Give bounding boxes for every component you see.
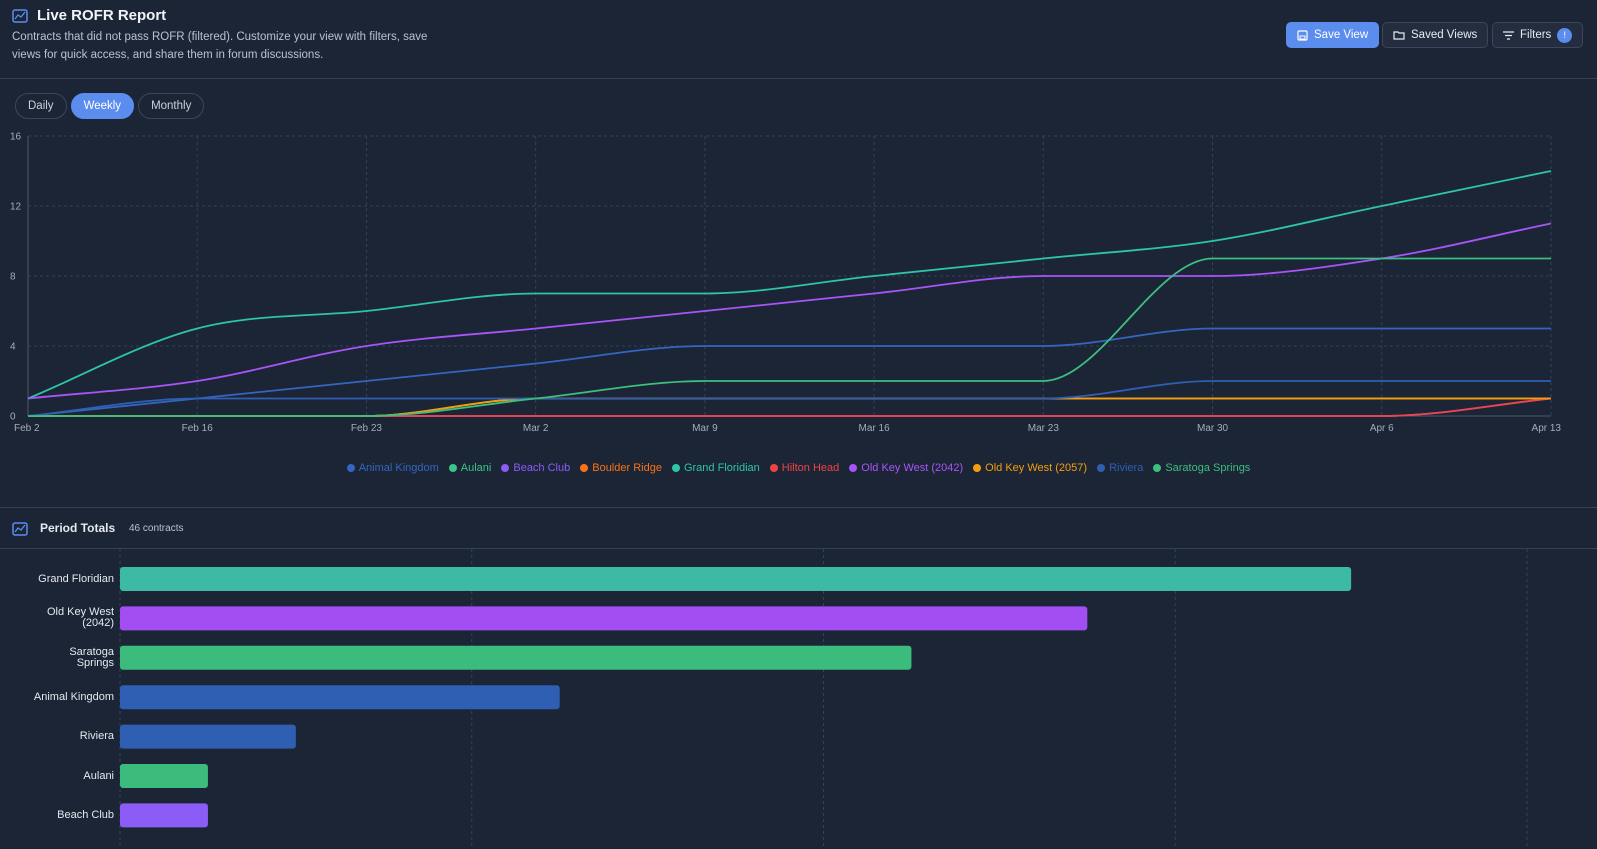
button-label: Saved Views <box>1411 29 1478 41</box>
legend-label: Beach Club <box>513 462 571 474</box>
legend-item: Saratoga Springs <box>1153 462 1250 474</box>
button-label: Filters <box>1520 29 1552 41</box>
legend-item: Boulder Ridge <box>580 462 662 474</box>
legend-dot <box>448 464 457 472</box>
legend-label: Old Key West (2057) <box>985 462 1088 474</box>
legend-dot <box>671 464 680 472</box>
page-title: Live ROFR Report <box>37 7 167 24</box>
totals-icon <box>12 522 28 536</box>
bar-label: Riviera <box>79 730 114 743</box>
legend-label: Saratoga Springs <box>1165 462 1251 474</box>
legend-item: Old Key West (2042) <box>849 462 963 474</box>
series-line <box>27 222 1552 400</box>
bar <box>120 645 912 670</box>
legend-label: Hilton Head <box>781 462 840 474</box>
series-line <box>27 397 1551 417</box>
legend-label: Grand Floridian <box>683 462 760 474</box>
bar <box>120 567 1352 591</box>
legend-dot <box>973 464 982 472</box>
legend-dot <box>1153 464 1162 472</box>
x-tick-label: Mar 16 <box>859 423 891 434</box>
series-line <box>27 380 1551 417</box>
legend-item: Riviera <box>1097 462 1143 474</box>
legend-item: Hilton Head <box>769 462 840 474</box>
x-tick-label: Feb 2 <box>14 423 40 434</box>
page-description: Contracts that did not pass ROFR (filter… <box>12 31 428 61</box>
line-chart: 0 4 8 12 16 Feb 2 Feb 16 Feb 23 Mar 2 Mar 9 Mar 16… <box>10 132 1562 435</box>
series-line <box>27 257 1551 417</box>
report-icon <box>12 9 28 23</box>
series-line <box>27 397 1551 417</box>
legend-label: Aulani <box>460 462 492 474</box>
legend-dot <box>769 464 778 472</box>
divider <box>0 507 1597 508</box>
filters-button[interactable]: Filters! <box>1492 22 1584 48</box>
save-icon <box>1297 29 1308 41</box>
bar-chart <box>119 549 1528 849</box>
x-tick-label: Mar 2 <box>523 423 549 434</box>
series-line <box>27 397 1552 417</box>
filter-icon <box>1503 30 1514 40</box>
legend-dot <box>501 464 510 472</box>
folder-icon <box>1393 31 1405 40</box>
section-title: Period Totals <box>40 521 116 535</box>
legend-item: Animal Kingdom <box>346 462 439 474</box>
bar-label: Animal Kingdom <box>33 690 114 703</box>
legend: Animal Kingdom Aulani Beach Club Boulder Ri… <box>0 462 1597 474</box>
x-tick-label: Apr 13 <box>1532 423 1562 434</box>
bar-label: Beach Club <box>57 808 114 821</box>
legend-dot <box>849 464 858 472</box>
legend-dot <box>346 464 355 472</box>
bar <box>120 764 208 788</box>
tab[interactable]: Weekly <box>70 93 135 119</box>
legend-item: Aulani <box>448 462 492 474</box>
bar-label: Saratoga Springs <box>69 645 114 669</box>
divider <box>0 78 1597 79</box>
legend-item: Old Key West (2057) <box>973 462 1087 474</box>
y-tick-label: 12 <box>10 202 22 213</box>
series-line <box>27 170 1552 400</box>
button-label: Save View <box>1314 29 1369 41</box>
bar-label: Grand Floridian <box>38 572 114 585</box>
legend-dot <box>580 464 589 472</box>
legend-dot <box>1097 464 1106 472</box>
x-tick-label: Mar 30 <box>1197 423 1229 434</box>
x-tick-label: Mar 9 <box>692 423 718 434</box>
bar <box>120 606 1088 631</box>
x-tick-label: Mar 23 <box>1028 423 1060 434</box>
bar <box>120 685 560 710</box>
legend-label: Old Key West (2042) <box>861 462 964 474</box>
legend-label: Animal Kingdom <box>358 462 439 474</box>
legend-item: Grand Floridian <box>671 462 760 474</box>
tab[interactable]: Daily <box>15 93 67 119</box>
x-tick-label: Feb 16 <box>182 423 214 434</box>
x-tick-label: Feb 23 <box>351 423 383 434</box>
y-tick-label: 8 <box>10 272 16 283</box>
bar <box>120 803 208 828</box>
bar-label: Old Key West (2042) <box>46 606 114 630</box>
tab[interactable]: Monthly <box>138 93 205 119</box>
series-line <box>27 397 1551 417</box>
legend-label: Boulder Ridge <box>592 462 662 474</box>
y-tick-label: 4 <box>10 342 16 353</box>
series-line <box>27 397 1552 417</box>
series-line <box>27 327 1551 417</box>
divider <box>0 548 1597 549</box>
contract-count: 46 contracts <box>129 523 184 534</box>
save-view-button[interactable]: Save View <box>1286 22 1380 48</box>
bar <box>120 724 296 749</box>
y-tick-label: 0 <box>10 412 16 423</box>
saved-views-button[interactable]: Saved Views <box>1382 22 1489 48</box>
legend-label: Riviera <box>1109 462 1144 474</box>
y-tick-label: 16 <box>10 132 22 143</box>
bar-label: Aulani <box>83 769 114 782</box>
filter-badge: ! <box>1557 27 1573 43</box>
legend-item: Beach Club <box>501 462 570 474</box>
x-tick-label: Apr 6 <box>1370 423 1394 434</box>
